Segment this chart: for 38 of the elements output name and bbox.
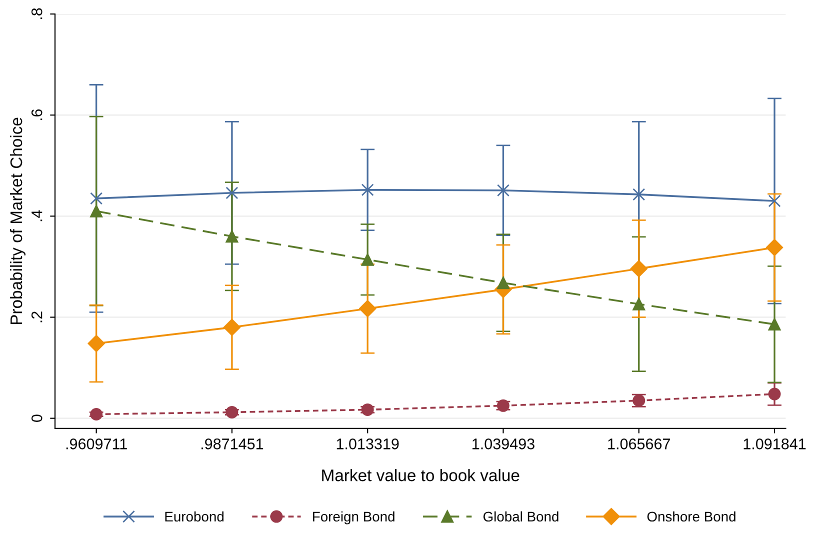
point xyxy=(90,192,103,205)
y-tick-label: .2 xyxy=(31,312,42,322)
point xyxy=(630,260,648,278)
point xyxy=(223,318,241,336)
point xyxy=(632,298,646,310)
point xyxy=(361,253,374,266)
point xyxy=(226,406,238,418)
point xyxy=(361,403,374,416)
x-tick-label: 1.013319 xyxy=(336,438,399,450)
x-tick-label: 1.091841 xyxy=(744,438,806,450)
x-tick-label: .9609711 xyxy=(66,438,127,450)
x-tick-label: .9871451 xyxy=(201,438,264,450)
y-tick-label: .4 xyxy=(32,210,42,222)
point xyxy=(496,276,510,290)
point xyxy=(766,238,784,256)
point xyxy=(226,230,238,243)
legend-label: Onshore Bond xyxy=(647,511,736,522)
point xyxy=(632,188,646,201)
point xyxy=(226,186,238,200)
x-tick-label: 1.039493 xyxy=(472,438,534,450)
point xyxy=(768,318,781,331)
point xyxy=(496,184,510,197)
y-tick-label: .6 xyxy=(31,109,42,120)
point xyxy=(90,204,103,218)
legend-label: Eurobond xyxy=(165,511,224,522)
y-tick-label: 0 xyxy=(31,414,42,422)
point xyxy=(90,408,103,420)
point xyxy=(361,184,374,196)
point xyxy=(88,334,105,352)
point xyxy=(768,388,781,400)
legend-label: Foreign Bond xyxy=(313,511,394,524)
y-tick-label: .8 xyxy=(31,8,42,19)
y-axis-title: Probability of Market Choice xyxy=(10,118,26,324)
x-tick-label: 1.065667 xyxy=(608,438,670,450)
legend-label: Global Bond xyxy=(483,511,558,522)
x-axis-title: Market value to book value xyxy=(322,469,520,482)
point xyxy=(359,300,376,318)
point xyxy=(768,194,781,208)
